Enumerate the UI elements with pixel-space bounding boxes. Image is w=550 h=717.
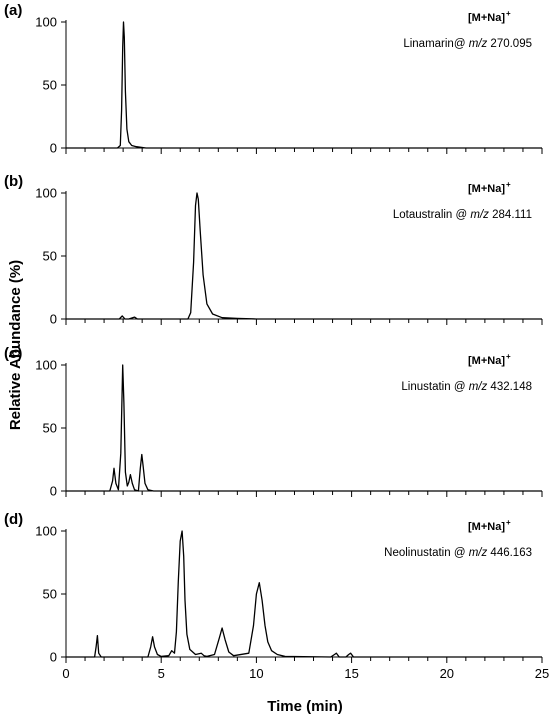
mz-symbol: m/z xyxy=(469,38,488,50)
y-tick-label: 50 xyxy=(43,78,57,93)
y-tick-label: 0 xyxy=(50,312,57,327)
compound-name: Neolinustatin @ xyxy=(384,547,469,559)
adduct-label: [M+Na] xyxy=(468,355,505,367)
mz-symbol: m/z xyxy=(470,209,489,221)
x-tick-label: 15 xyxy=(344,666,358,681)
adduct-label: [M+Na] xyxy=(468,12,505,24)
x-tick-label: 0 xyxy=(62,666,69,681)
compound-label: Linamarin@ m/z 270.095 xyxy=(403,38,532,50)
x-tick-label: 25 xyxy=(535,666,549,681)
y-tick-label: 0 xyxy=(50,650,57,665)
mz-value: 446.163 xyxy=(487,547,532,559)
chromatogram-trace xyxy=(66,530,542,658)
mz-value: 270.095 xyxy=(487,38,532,50)
panel-label: (c) xyxy=(4,345,22,362)
compound-name: Linustatin @ xyxy=(401,381,468,393)
chart-panel-3: (c) 0 50 100 [M+Na] + Linustatin @ m/z 432.148 xyxy=(4,345,543,499)
adduct-label: [M+Na] xyxy=(468,521,505,533)
chart-panel-4: (d) 0 50 100 0 5 10 15 20 25 [M+Na] + Neolinustatin … xyxy=(4,511,549,681)
x-tick-label: 20 xyxy=(440,666,454,681)
chromatogram-trace xyxy=(66,192,542,320)
panel-label: (b) xyxy=(4,173,23,190)
compound-name: Linamarin@ xyxy=(403,38,468,50)
x-tick-label: 5 xyxy=(158,666,165,681)
chart-panel-2: (b) 0 50 100 [M+Na] + Lotaustralin @ m/z 284.1… xyxy=(4,173,543,327)
y-tick-label: 100 xyxy=(35,358,57,373)
y-tick-label: 50 xyxy=(43,421,57,436)
panel-label: (d) xyxy=(4,511,23,528)
adduct-charge: + xyxy=(506,518,511,527)
y-axis-title: Relative Abundance (%) xyxy=(7,260,24,430)
compound-label: Neolinustatin @ m/z 446.163 xyxy=(384,547,532,559)
adduct-charge: + xyxy=(506,9,511,18)
y-tick-label: 100 xyxy=(35,186,57,201)
y-tick-label: 0 xyxy=(50,141,57,156)
adduct-charge: + xyxy=(506,180,511,189)
x-tick-label: 10 xyxy=(249,666,263,681)
chromatogram-trace xyxy=(66,21,542,149)
mz-value: 432.148 xyxy=(487,381,532,393)
mz-value: 284.111 xyxy=(489,209,532,221)
chart-panel-1: (a) 0 50 100 [M+Na] + Linamarin@ m/z 270.095 xyxy=(4,2,543,156)
y-tick-label: 50 xyxy=(43,587,57,602)
adduct-charge: + xyxy=(506,352,511,361)
panel-label: (a) xyxy=(4,2,22,19)
y-tick-label: 100 xyxy=(35,15,57,30)
x-axis-title: Time (min) xyxy=(267,698,343,715)
compound-label: Lotaustralin @ m/z 284.111 xyxy=(393,209,532,221)
y-tick-label: 100 xyxy=(35,524,57,539)
y-tick-label: 0 xyxy=(50,484,57,499)
compound-label: Linustatin @ m/z 432.148 xyxy=(401,381,532,393)
y-tick-label: 50 xyxy=(43,249,57,264)
mz-symbol: m/z xyxy=(469,381,488,393)
chromatogram-trace xyxy=(66,364,542,492)
adduct-label: [M+Na] xyxy=(468,183,505,195)
mz-symbol: m/z xyxy=(469,547,488,559)
compound-name: Lotaustralin @ xyxy=(393,209,471,221)
